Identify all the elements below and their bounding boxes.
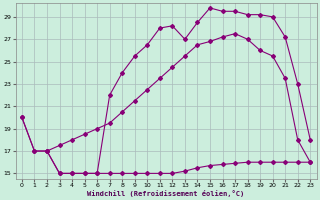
X-axis label: Windchill (Refroidissement éolien,°C): Windchill (Refroidissement éolien,°C) bbox=[87, 190, 245, 197]
